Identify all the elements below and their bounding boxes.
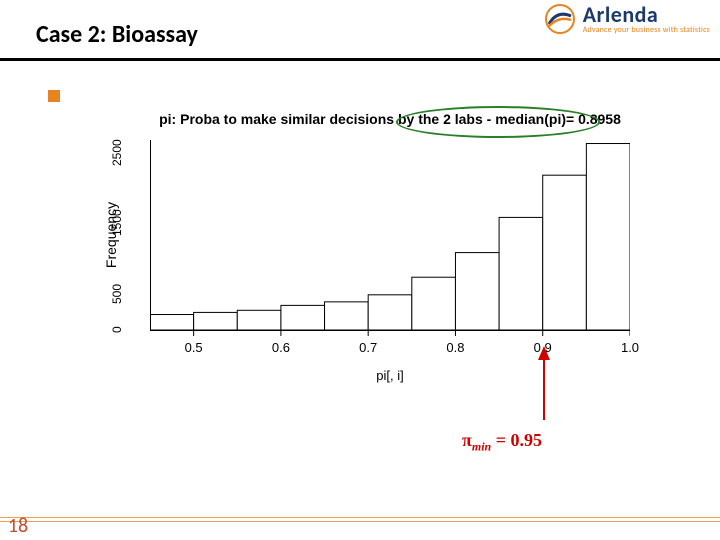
axes-area: Frequency 050015002500 0.50.60.70.80.91.… (70, 140, 650, 380)
logo: Arlenda Advance your business with stati… (545, 4, 710, 34)
logo-name: Arlenda (583, 4, 710, 26)
page-title: Case 2: Bioassay (36, 20, 198, 49)
x-tick-label: 0.8 (446, 340, 464, 355)
page-number: 18 (0, 510, 36, 540)
pi-subscript: min (472, 440, 491, 454)
x-tick-label: 0.6 (272, 340, 290, 355)
y-tick-label: 0 (110, 326, 124, 333)
x-tick-label: 0.7 (359, 340, 377, 355)
logo-text: Arlenda Advance your business with stati… (583, 4, 710, 34)
chart-title: pi: Proba to make similar decisions by t… (130, 110, 650, 129)
x-tick-label: 1.0 (621, 340, 639, 355)
footer-line-2 (0, 521, 720, 522)
pi-value: = 0.95 (491, 430, 542, 450)
x-tick-label: 0.9 (534, 340, 552, 355)
pi-symbol: π (462, 430, 472, 450)
histogram-chart: pi: Proba to make similar decisions by t… (70, 110, 650, 410)
chart-title-prefix: pi: Proba to make similar decisions by t… (159, 111, 495, 127)
x-tick-label: 0.5 (185, 340, 203, 355)
y-axis-ticks: 0 500 1500 2500 (70, 140, 150, 330)
x-axis-ticks: 0.50.60.70.80.91.0 (150, 340, 630, 360)
x-axis-label: pi[, i] (150, 368, 630, 383)
y-tick-label: 1500 (110, 210, 124, 237)
bullet-icon (48, 90, 60, 102)
y-tick-label: 2500 (110, 139, 124, 166)
y-tick-label: 500 (110, 284, 124, 304)
title-divider (0, 58, 720, 61)
pi-min-label: πmin = 0.95 (462, 430, 542, 455)
logo-tagline: Advance your business with statistics (583, 26, 710, 34)
slide: Arlenda Advance your business with stati… (0, 0, 720, 540)
plot-area (150, 140, 630, 330)
chart-title-median: median(pi)= 0.8958 (495, 111, 621, 127)
footer-line-1 (0, 517, 720, 518)
logo-mark-icon (545, 4, 575, 34)
